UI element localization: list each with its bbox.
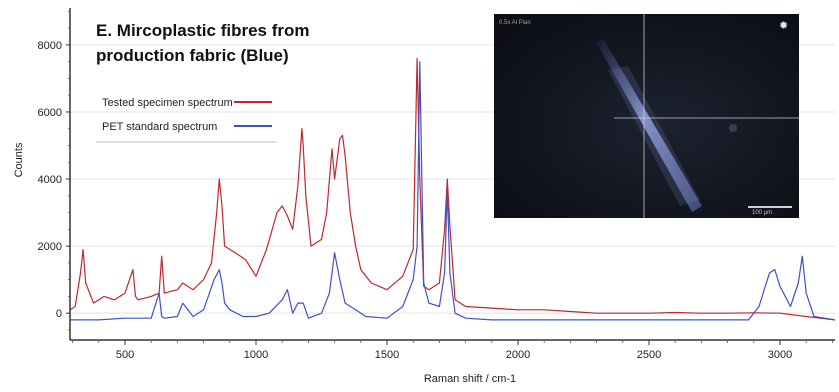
- x-tick-label: 2000: [506, 349, 530, 361]
- series-layer: [69, 57, 836, 321]
- ticks-layer: 0 2000 4000 6000 8000 500 1000 1500 2000 2500 3000: [38, 10, 833, 361]
- fibre-glow: [608, 66, 700, 206]
- legend: Tested specimen spectrum PET standard sp…: [96, 97, 276, 143]
- y-tick-label: 2000: [38, 241, 62, 253]
- chart-title-line-2: production fabric (Blue): [96, 46, 289, 65]
- axes-layer: [69, 8, 835, 341]
- y-tick-label: 4000: [38, 174, 62, 186]
- x-tick-label: 1000: [244, 349, 268, 361]
- y-tick-label: 8000: [38, 40, 62, 52]
- x-tick-label: 3000: [768, 349, 792, 361]
- legend-label-tested: Tested specimen spectrum: [102, 97, 233, 109]
- series-line-pet: [70, 61, 836, 321]
- microscope-inset: 0.5x Al Plan ✹ 100 µm: [494, 14, 799, 218]
- y-tick-label: 0: [56, 308, 62, 320]
- inset-speck: [729, 124, 737, 132]
- x-tick-label: 1500: [375, 349, 399, 361]
- x-tick-label: 500: [116, 349, 134, 361]
- scale-bar-label: 100 µm: [752, 210, 772, 216]
- scale-bar: [748, 206, 792, 208]
- fibre-image: [596, 40, 702, 212]
- x-tick-label: 2500: [637, 349, 661, 361]
- gear-icon: ✹: [779, 20, 788, 32]
- legend-label-pet: PET standard spectrum: [102, 121, 217, 133]
- series-line-tested: [69, 57, 836, 321]
- x-axis-label: Raman shift / cm-1: [424, 373, 516, 385]
- inset-overlay-text: 0.5x Al Plan: [499, 20, 531, 26]
- y-tick-label: 6000: [38, 107, 62, 119]
- chart-title-line-1: E. Mircoplastic fibres from: [96, 21, 310, 40]
- y-axis-label: Counts: [13, 142, 25, 177]
